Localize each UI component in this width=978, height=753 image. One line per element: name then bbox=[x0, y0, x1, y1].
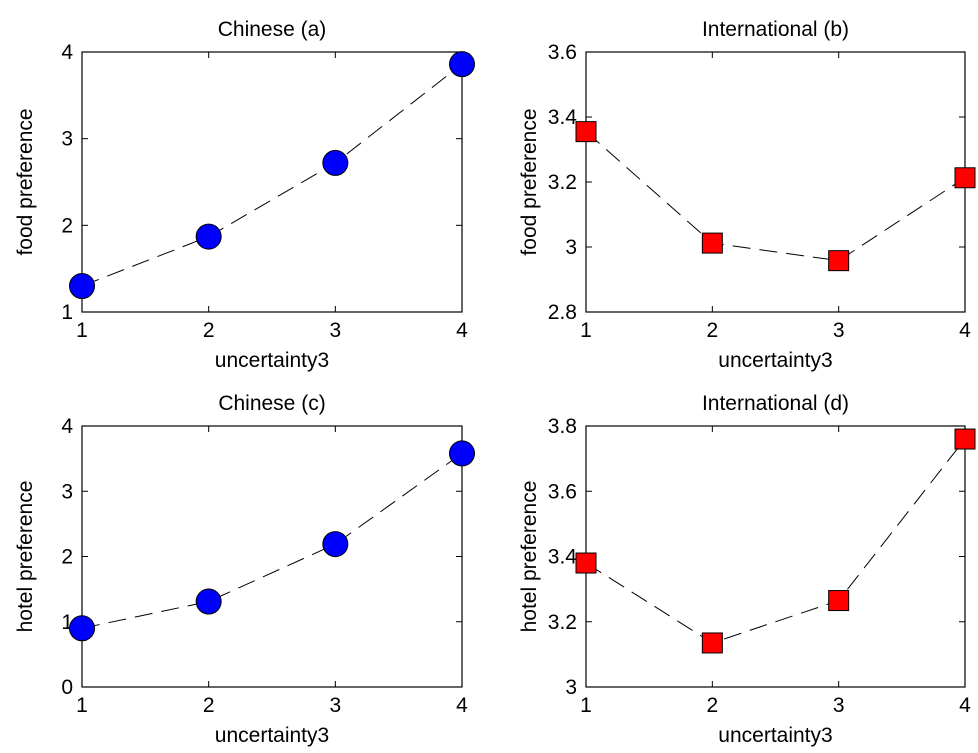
x-axis-label: uncertainty3 bbox=[215, 349, 329, 372]
y-tick-label: 2 bbox=[61, 214, 73, 237]
axes-box bbox=[585, 51, 966, 313]
data-point bbox=[322, 531, 349, 558]
x-axis-label: uncertainty3 bbox=[718, 724, 832, 747]
x-tick-label: 4 bbox=[456, 694, 468, 717]
axes-box bbox=[81, 425, 463, 688]
data-point bbox=[69, 615, 95, 642]
x-tick-label: 2 bbox=[706, 319, 718, 342]
data-point bbox=[828, 250, 850, 272]
series-line bbox=[81, 63, 463, 287]
axes-box bbox=[585, 425, 966, 688]
data-point bbox=[69, 273, 95, 299]
y-tick-label: 4 bbox=[61, 415, 73, 438]
x-tick-label: 1 bbox=[76, 319, 88, 342]
data-point bbox=[322, 149, 349, 176]
y-axis-label: food preference bbox=[518, 108, 541, 255]
y-tick-label: 3.4 bbox=[548, 546, 578, 569]
x-tick-label: 1 bbox=[580, 319, 592, 342]
x-tick-label: 4 bbox=[959, 694, 971, 717]
y-tick-label: 3.4 bbox=[548, 106, 578, 129]
data-point bbox=[575, 552, 597, 574]
y-axis-label: hotel preference bbox=[14, 481, 37, 633]
y-tick-label: 1 bbox=[61, 301, 73, 324]
data-point bbox=[954, 428, 976, 450]
y-tick-label: 4 bbox=[61, 41, 73, 64]
y-tick-label: 3.2 bbox=[548, 611, 577, 634]
y-tick-label: 3 bbox=[565, 676, 577, 699]
x-tick-label: 4 bbox=[959, 319, 971, 342]
data-point bbox=[195, 588, 222, 615]
x-tick-label: 1 bbox=[580, 694, 592, 717]
series-line bbox=[585, 438, 966, 644]
x-tick-label: 3 bbox=[329, 694, 341, 717]
data-point bbox=[195, 223, 222, 250]
subplot-title: International (d) bbox=[702, 392, 849, 415]
y-tick-label: 3.6 bbox=[548, 480, 577, 503]
subplot-4: 1 2 3 4 3 3.2 3.4 3.6 3.8 International (d) uncert… bbox=[518, 392, 976, 747]
x-axis-label: uncertainty3 bbox=[215, 724, 329, 747]
y-tick-label: 3 bbox=[565, 236, 577, 259]
y-tick-label: 0 bbox=[61, 676, 73, 699]
data-point bbox=[701, 232, 723, 254]
y-axis-label: food preference bbox=[14, 108, 37, 255]
data-point bbox=[954, 167, 976, 189]
x-tick-label: 2 bbox=[706, 694, 718, 717]
data-point bbox=[828, 590, 850, 612]
x-tick-label: 2 bbox=[203, 319, 215, 342]
x-axis-label: uncertainty3 bbox=[718, 349, 832, 372]
data-point bbox=[449, 440, 475, 467]
subplot-2: 1 2 3 4 2.8 3 3.2 3.4 3.6 International (b) uncert… bbox=[518, 18, 976, 372]
y-axis-label: hotel preference bbox=[518, 481, 541, 633]
data-point bbox=[449, 51, 475, 78]
axes-box bbox=[81, 51, 463, 313]
y-tick-label: 3.6 bbox=[548, 41, 577, 64]
x-tick-label: 2 bbox=[203, 694, 215, 717]
x-tick-label: 3 bbox=[833, 694, 845, 717]
series-line bbox=[585, 131, 966, 262]
subplot-title: Chinese (a) bbox=[218, 18, 327, 41]
x-tick-label: 1 bbox=[76, 694, 88, 717]
y-tick-label: 2.8 bbox=[548, 301, 577, 324]
y-tick-label: 3.2 bbox=[548, 171, 577, 194]
y-tick-label: 2 bbox=[61, 546, 73, 569]
y-tick-label: 1 bbox=[61, 611, 73, 634]
x-tick-label: 3 bbox=[833, 319, 845, 342]
data-point bbox=[701, 632, 723, 654]
subplot-title: International (b) bbox=[702, 18, 849, 41]
x-tick-label: 4 bbox=[456, 319, 468, 342]
subplot-1: 1 2 3 4 1 2 3 4 Chinese (a) uncertainty3 food pref… bbox=[14, 18, 475, 372]
subplot-title: Chinese (c) bbox=[218, 392, 325, 415]
x-tick-label: 3 bbox=[329, 319, 341, 342]
data-point bbox=[575, 121, 597, 143]
series-line bbox=[81, 452, 463, 629]
y-tick-label: 3.8 bbox=[548, 415, 577, 438]
y-tick-label: 3 bbox=[61, 480, 73, 503]
y-tick-label: 3 bbox=[61, 128, 73, 151]
